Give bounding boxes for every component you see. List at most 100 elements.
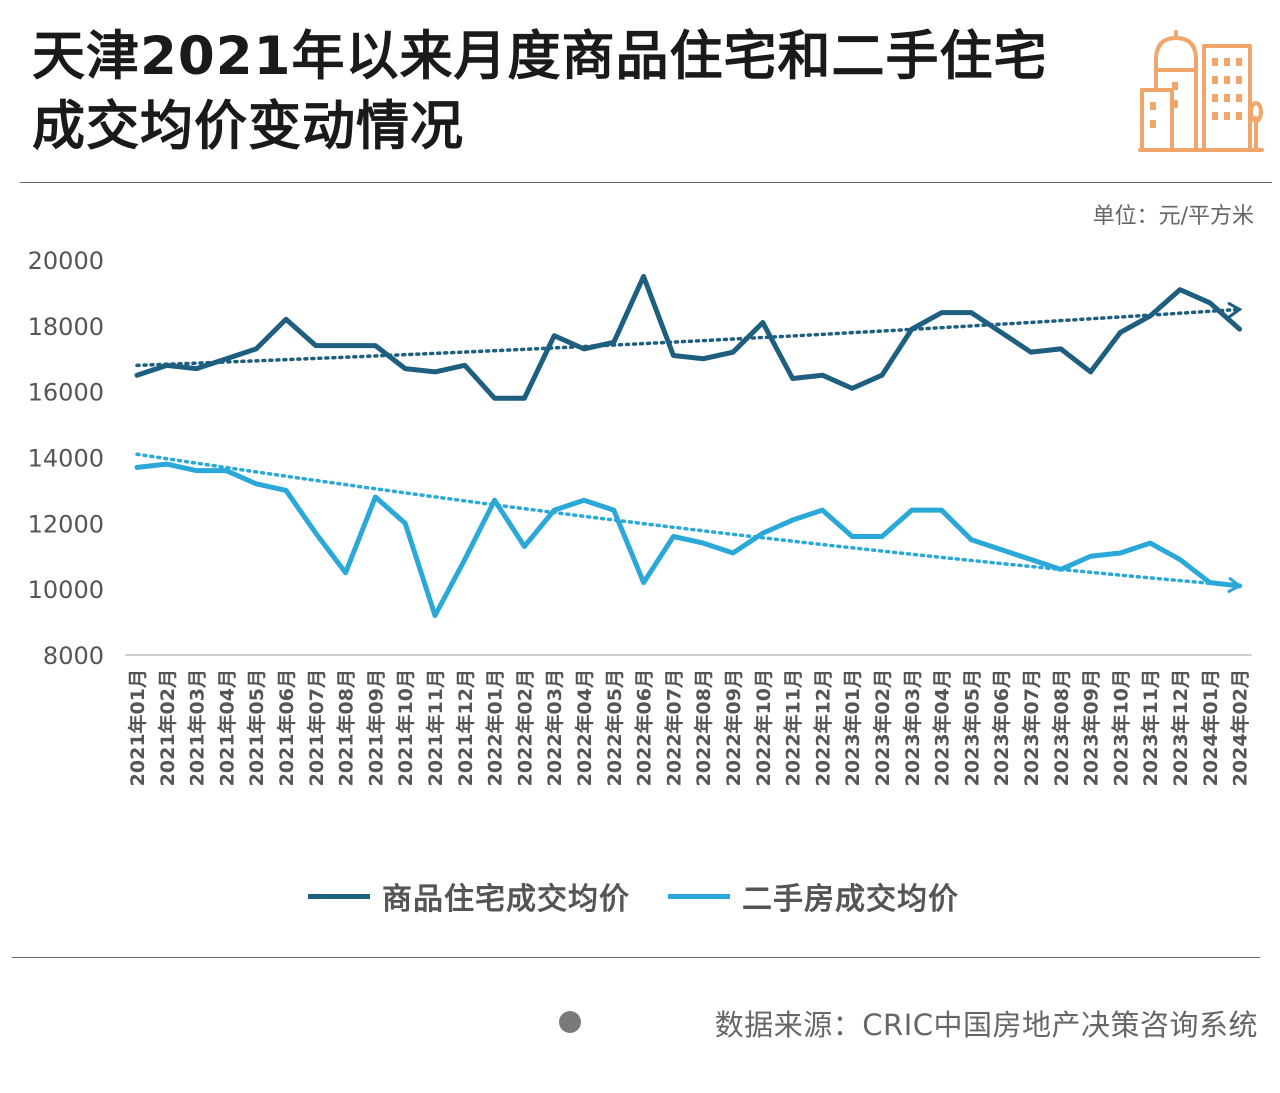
data-point [404,522,407,525]
data-point [880,374,884,377]
trendline-arrow [1227,302,1243,318]
data-point [195,367,198,370]
data-point [702,357,705,360]
data-point [702,541,705,545]
data-point [463,364,466,367]
data-point [1119,331,1122,334]
x-tick-label: 2022年10月 [752,669,775,786]
data-point [1029,558,1033,561]
data-point [523,545,526,548]
data-point [255,482,258,486]
data-point [1000,548,1003,551]
data-point [821,508,824,512]
data-point [582,347,586,351]
data-point [433,614,437,617]
data-point [165,462,168,466]
data-point [1149,314,1152,318]
data-point [195,469,198,472]
x-tick-label: 2022年12月 [811,669,834,786]
data-point [1208,581,1212,584]
data-point [970,311,973,314]
x-tick-label: 2021年11月 [424,669,447,786]
y-tick-label: 18000 [28,313,104,341]
data-point [523,397,526,400]
data-point [851,387,854,390]
x-tick-label: 2022年04月 [573,669,596,786]
data-point [1238,584,1241,588]
legend-swatch-new-home [308,893,370,899]
data-point [255,347,258,351]
data-source: 数据来源：CRIC中国房地产决策咨询系统 [714,1008,1258,1042]
x-tick-label: 2023年10月 [1109,669,1132,786]
x-tick-label: 2021年09月 [364,669,387,786]
x-tick-label: 2024年01月 [1199,669,1222,786]
data-point [1089,370,1092,374]
data-point [314,532,317,535]
data-point [1208,301,1212,304]
data-point [851,535,854,538]
series-line-second-hand [134,461,1243,618]
data-point [284,318,288,321]
line-chart: 8000 10000 12000 14000 16000 18000 20000 2021年0… [28,247,1252,786]
x-tick-label: 2022年06月 [633,669,656,786]
x-tick-label: 2021年05月 [245,669,268,786]
legend-swatch-second-hand [668,893,730,899]
data-point [284,489,288,492]
data-point [314,344,317,347]
data-point [553,508,556,512]
y-tick-label: 12000 [28,510,104,538]
data-point [612,508,615,512]
data-point [1059,568,1063,571]
data-point [880,535,884,538]
data-point [135,374,139,377]
data-point [463,558,466,561]
x-tick-label: 2021年07月 [305,669,328,786]
x-tick-label: 2023年07月 [1020,669,1043,786]
data-point [1089,555,1092,558]
data-point [791,377,794,380]
x-tick-label: 2022年08月 [692,669,715,786]
x-tick-label: 2023年11月 [1139,669,1162,786]
x-tick-label: 2023年03月 [901,669,924,786]
x-tick-label: 2022年01月 [484,669,507,786]
x-tick-label: 2024年02月 [1229,669,1252,786]
data-point [940,508,943,512]
data-point [582,499,586,502]
data-point [493,397,496,400]
unit-label: 单位：元/平方米 [1092,204,1254,229]
legend-label-second-hand: 二手房成交均价 [742,882,959,917]
x-tick-label: 2023年09月 [1080,669,1103,786]
legend-item-new-home: 商品住宅成交均价 [308,874,630,918]
data-point [165,364,168,367]
data-point [642,275,645,278]
y-tick-label: 16000 [28,379,104,407]
data-point [612,341,615,344]
x-tick-label: 2021年01月 [126,669,149,786]
data-point [433,370,437,374]
data-point [1178,288,1182,291]
data-point [731,350,735,354]
data-point [1000,331,1003,334]
x-tick-label: 2023年02月 [871,669,894,786]
series-line-new-home [134,273,1243,401]
y-tick-label: 10000 [28,576,104,604]
data-point [642,581,645,584]
data-point [821,374,824,377]
x-tick-label: 2021年10月 [394,669,417,786]
x-tick-label: 2022年11月 [782,669,805,786]
data-point [1238,327,1241,331]
x-tick-label: 2021年03月 [186,669,209,786]
data-point [1119,551,1122,555]
trendline-new-home [135,307,1242,368]
data-point [344,571,347,574]
x-tick-label: 2023年06月 [990,669,1013,786]
data-point [553,334,556,337]
x-tick-label: 2023年04月 [931,669,954,786]
x-tick-label: 2022年09月 [722,669,745,786]
data-point [791,518,794,522]
x-tick-label: 2021年02月 [156,669,179,786]
x-tick-label: 2022年07月 [662,669,685,786]
trendline-second-hand [135,452,1242,588]
data-point [910,508,913,512]
data-point [374,344,377,347]
